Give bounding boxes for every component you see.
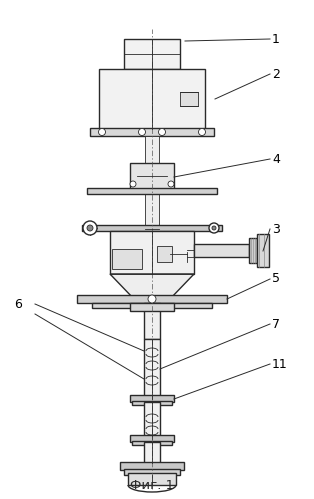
- Bar: [110, 231, 194, 274]
- Circle shape: [86, 225, 94, 232]
- Text: 6: 6: [14, 297, 22, 310]
- Bar: [87, 188, 217, 194]
- Ellipse shape: [196, 95, 201, 102]
- Bar: [144, 402, 160, 439]
- Bar: [130, 435, 174, 442]
- Bar: [132, 401, 172, 405]
- Circle shape: [209, 223, 219, 233]
- Circle shape: [159, 129, 165, 136]
- Circle shape: [130, 181, 136, 187]
- Text: 1: 1: [272, 32, 280, 45]
- Text: 5: 5: [272, 272, 280, 285]
- Text: 3: 3: [272, 223, 280, 236]
- Bar: [90, 128, 214, 136]
- Bar: [157, 246, 172, 262]
- Bar: [124, 469, 180, 475]
- Bar: [144, 339, 160, 399]
- Text: 11: 11: [272, 357, 288, 370]
- Text: 7: 7: [272, 317, 280, 330]
- Bar: [194, 244, 249, 257]
- Circle shape: [168, 181, 174, 187]
- Bar: [130, 163, 174, 189]
- Bar: [128, 473, 176, 485]
- Bar: [132, 441, 172, 445]
- Text: 4: 4: [272, 153, 280, 166]
- Bar: [124, 39, 180, 69]
- Bar: [99, 69, 205, 129]
- Circle shape: [198, 129, 205, 136]
- Bar: [180, 92, 198, 106]
- Circle shape: [148, 295, 156, 303]
- Polygon shape: [110, 274, 194, 299]
- Bar: [145, 136, 159, 164]
- Circle shape: [99, 129, 106, 136]
- Bar: [249, 238, 257, 263]
- Bar: [82, 225, 222, 231]
- Bar: [145, 189, 159, 229]
- Bar: [120, 462, 184, 470]
- Circle shape: [210, 225, 218, 232]
- Bar: [77, 295, 227, 303]
- Bar: [144, 442, 160, 463]
- Bar: [92, 303, 212, 308]
- Ellipse shape: [193, 92, 203, 106]
- Text: Фиг. 1: Фиг. 1: [130, 479, 174, 492]
- Bar: [130, 395, 174, 402]
- Bar: [130, 303, 174, 311]
- Circle shape: [87, 225, 93, 231]
- Circle shape: [83, 221, 97, 235]
- Bar: [112, 249, 142, 269]
- Circle shape: [212, 226, 216, 230]
- Circle shape: [138, 129, 145, 136]
- Text: 2: 2: [272, 67, 280, 80]
- Bar: [257, 234, 269, 267]
- Bar: [144, 303, 160, 339]
